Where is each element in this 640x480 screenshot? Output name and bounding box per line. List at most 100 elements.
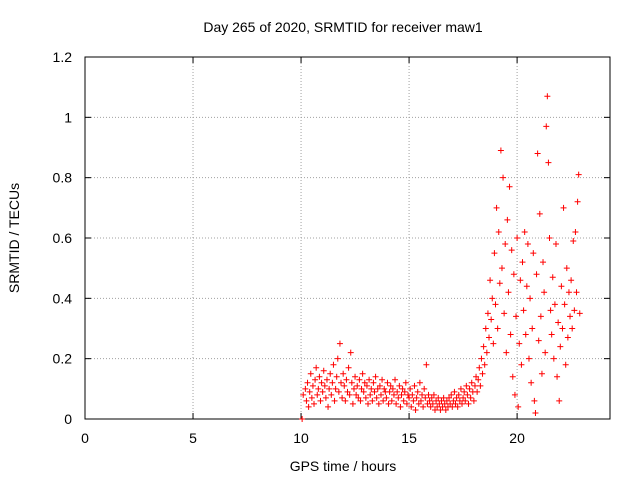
data-point <box>560 204 567 211</box>
data-point <box>518 361 525 368</box>
data-point <box>554 373 561 380</box>
data-point <box>548 331 555 338</box>
data-point <box>574 198 581 205</box>
data-point <box>355 394 362 401</box>
data-point <box>363 382 370 389</box>
data-point <box>509 373 516 380</box>
data-point <box>524 241 531 248</box>
data-point <box>385 400 392 407</box>
data-point <box>552 241 559 248</box>
data-point <box>544 93 551 100</box>
x-tick-label: 5 <box>189 430 197 446</box>
y-tick-label: 0.2 <box>53 351 73 367</box>
data-point <box>315 385 322 392</box>
data-point <box>549 274 556 281</box>
data-point <box>481 361 488 368</box>
data-point <box>374 385 381 392</box>
data-point <box>447 400 454 407</box>
data-point <box>439 403 446 410</box>
data-point <box>563 265 570 272</box>
data-point <box>523 283 530 290</box>
data-point <box>488 316 495 323</box>
data-point <box>558 283 565 290</box>
data-point <box>411 382 418 389</box>
data-point <box>492 301 499 308</box>
data-point <box>375 400 382 407</box>
data-point <box>459 400 466 407</box>
data-point <box>381 385 388 392</box>
data-point <box>384 379 391 386</box>
data-point <box>496 280 503 287</box>
data-point <box>443 397 450 404</box>
data-point <box>536 210 543 217</box>
data-point <box>435 394 442 401</box>
data-point <box>340 370 347 377</box>
data-point <box>546 235 553 241</box>
data-point <box>306 388 313 395</box>
data-point <box>433 397 440 404</box>
data-point <box>319 388 326 395</box>
data-point <box>451 388 458 395</box>
data-point <box>542 349 549 356</box>
data-point <box>462 397 469 404</box>
data-point <box>461 388 468 395</box>
data-point <box>312 376 319 383</box>
data-point <box>386 388 393 395</box>
data-point <box>541 289 548 296</box>
data-point <box>538 370 545 377</box>
data-point <box>502 241 509 248</box>
data-point <box>474 388 481 395</box>
data-point <box>559 325 566 332</box>
x-axis-label: GPS time / hours <box>290 458 397 474</box>
data-point <box>331 397 338 404</box>
data-point <box>413 394 420 401</box>
data-point <box>455 391 462 398</box>
data-point <box>304 379 311 386</box>
data-point <box>415 400 422 407</box>
data-point <box>517 277 524 284</box>
data-point <box>555 319 562 326</box>
data-point <box>479 370 486 377</box>
data-point <box>412 406 419 413</box>
data-point <box>480 343 487 350</box>
data-point <box>338 379 345 386</box>
data-point <box>348 379 355 386</box>
data-point <box>399 385 406 392</box>
data-point <box>389 385 396 392</box>
data-point <box>452 400 459 407</box>
data-point <box>321 382 328 389</box>
data-point <box>380 397 387 404</box>
data-point <box>428 394 435 401</box>
data-point <box>550 355 557 362</box>
data-point <box>370 379 377 386</box>
data-point <box>570 238 577 245</box>
data-point <box>442 406 449 413</box>
data-point <box>346 391 353 398</box>
data-point <box>565 289 572 296</box>
x-tick-label: 15 <box>401 430 417 446</box>
data-point <box>377 391 384 398</box>
data-point <box>367 391 374 398</box>
data-point <box>471 382 478 389</box>
data-point <box>513 313 520 320</box>
data-point <box>371 388 378 395</box>
data-point <box>320 367 327 374</box>
data-point <box>360 388 367 395</box>
data-point <box>329 379 336 386</box>
data-point <box>575 171 582 178</box>
data-point <box>373 394 380 401</box>
data-point <box>508 247 515 254</box>
data-point <box>299 416 306 422</box>
data-point <box>493 204 500 211</box>
data-point <box>395 394 402 401</box>
data-point <box>487 277 494 284</box>
data-point <box>409 391 416 398</box>
y-axis-label: SRMTID / TECUs <box>6 183 22 293</box>
data-point <box>535 337 542 344</box>
data-point <box>490 340 497 347</box>
data-point <box>529 325 536 332</box>
data-point <box>347 349 354 356</box>
data-point <box>316 373 323 380</box>
data-point <box>498 265 505 272</box>
data-point <box>440 394 447 401</box>
